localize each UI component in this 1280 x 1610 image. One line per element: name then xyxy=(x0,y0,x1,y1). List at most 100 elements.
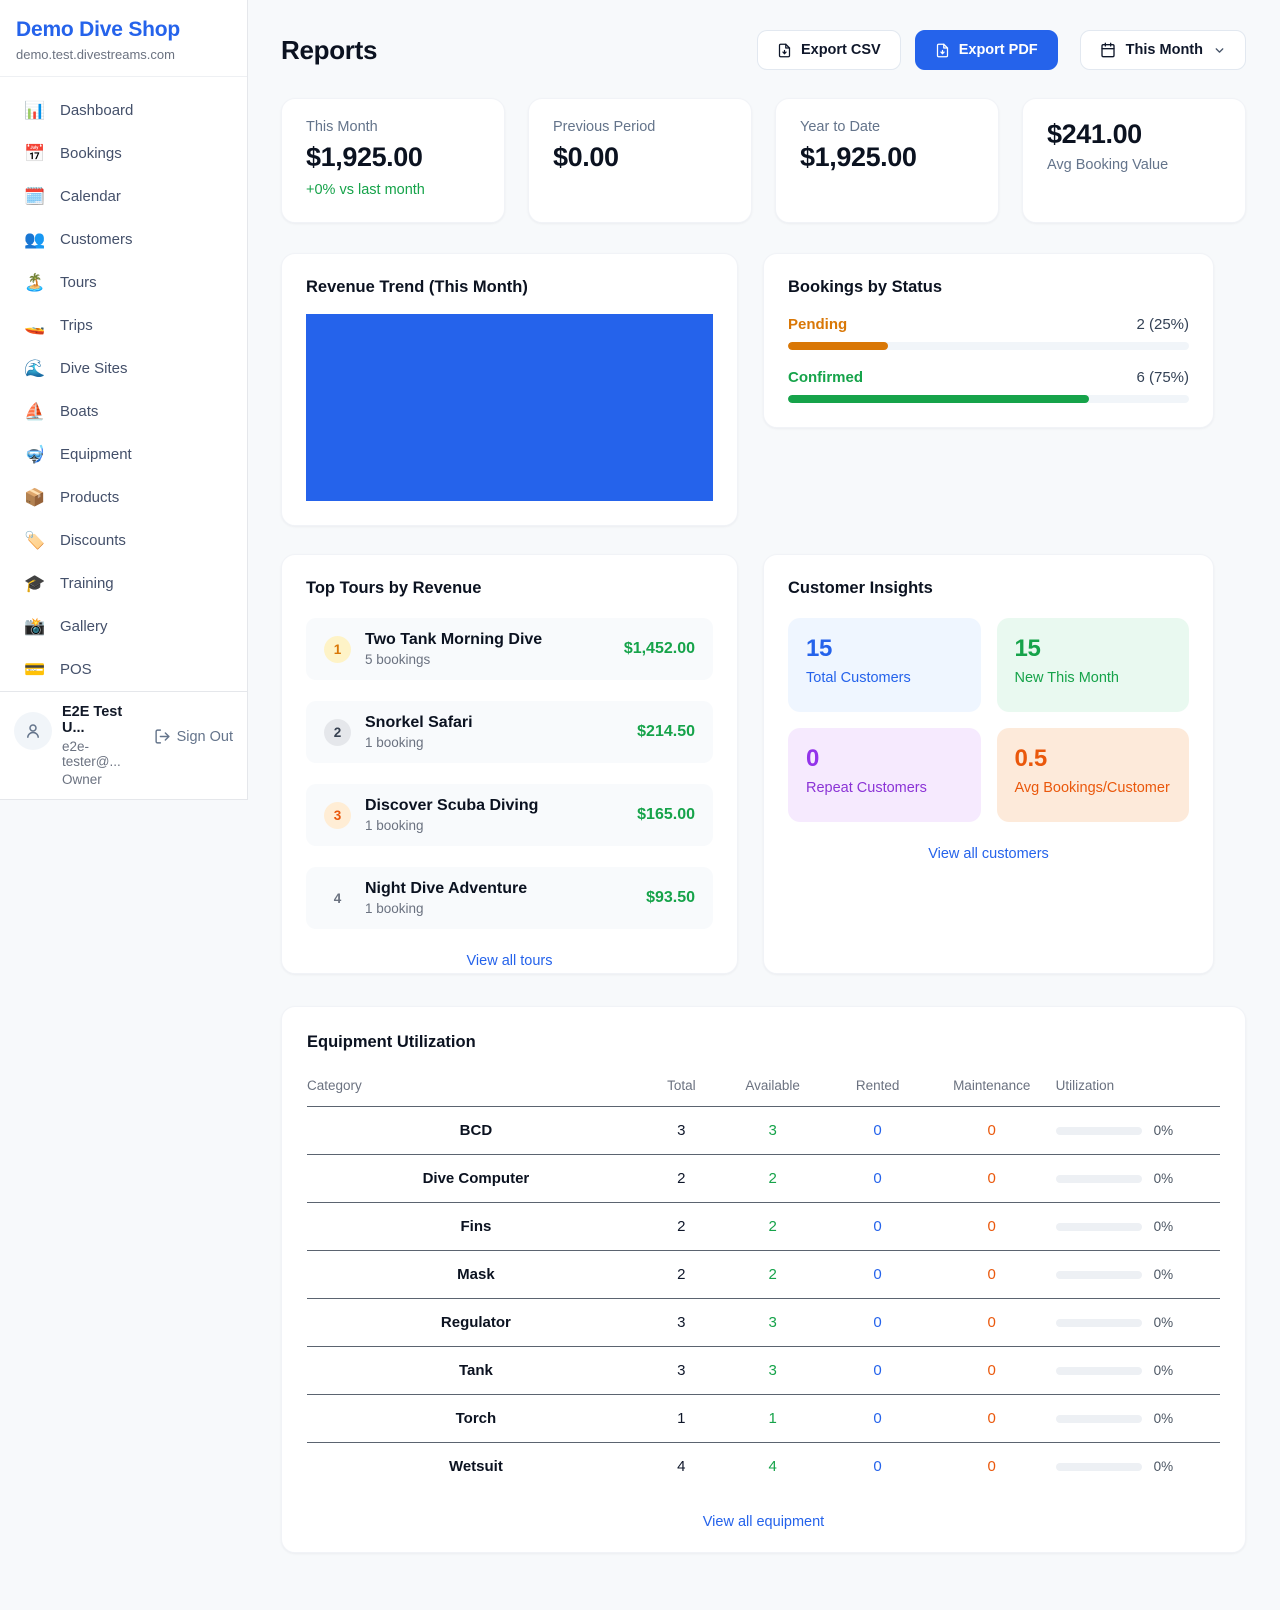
export-csv-button[interactable]: Export CSV xyxy=(756,30,901,70)
cell-category: Dive Computer xyxy=(307,1154,645,1203)
sidebar-item-boats[interactable]: ⛵ Boats xyxy=(10,390,237,433)
calendar-icon: 🗓️ xyxy=(24,186,46,206)
stat-card-this-month: This Month $1,925.00 +0% vs last month xyxy=(281,98,505,223)
stat-label: Year to Date xyxy=(800,119,881,135)
cell-available: 2 xyxy=(717,1154,828,1203)
tour-name: Two Tank Morning Dive xyxy=(365,631,543,648)
cell-available: 4 xyxy=(768,1458,777,1475)
col-header-available: Available xyxy=(717,1072,828,1107)
progress-fill-pending xyxy=(788,342,889,350)
cell-category: BCD xyxy=(307,1106,645,1155)
tour-row[interactable]: 1 Two Tank Morning Dive 5 bookings $1,45… xyxy=(306,618,713,680)
shop-name: Demo Dive Shop xyxy=(16,18,181,41)
table-row: Tank 3 3 0 0 0% xyxy=(307,1346,1220,1395)
page-header: Reports Export CSV Export PDF xyxy=(281,30,1246,70)
progress-fill-confirmed xyxy=(788,395,1089,403)
file-down-icon xyxy=(777,43,792,58)
table-row: Regulator 3 3 0 0 0% xyxy=(307,1298,1220,1347)
shop-domain: demo.test.divestreams.com xyxy=(16,47,175,62)
col-header-utilization: Utilization xyxy=(1055,1072,1220,1107)
view-all-tours-link[interactable]: View all tours xyxy=(466,953,553,969)
island-icon: 🏝️ xyxy=(24,272,46,292)
user-role: Owner xyxy=(62,772,102,787)
insight-total-customers: 15 Total Customers xyxy=(788,618,981,712)
sidebar-item-label: Discounts xyxy=(60,532,126,549)
view-all-customers-link[interactable]: View all customers xyxy=(928,846,1049,862)
sidebar-item-tours[interactable]: 🏝️ Tours xyxy=(10,261,237,304)
sidebar-item-customers[interactable]: 👥 Customers xyxy=(10,218,237,261)
revenue-trend-panel: Revenue Trend (This Month) xyxy=(281,253,738,526)
cell-maintenance: 0 xyxy=(927,1106,1056,1155)
cell-category: Tank xyxy=(307,1346,645,1395)
sidebar-item-label: Dive Sites xyxy=(60,360,128,377)
tour-row[interactable]: 4 Night Dive Adventure 1 booking $93.50 xyxy=(306,867,713,929)
top-tours-panel: Top Tours by Revenue 1 Two Tank Morning … xyxy=(281,554,738,974)
cell-total: 3 xyxy=(644,1106,718,1155)
cell-rented: 0 xyxy=(873,1458,882,1475)
stat-value: $1,925.00 xyxy=(800,142,917,172)
cell-rented: 0 xyxy=(827,1394,928,1443)
cell-utilization: 0% xyxy=(1055,1250,1220,1299)
rank-badge: 3 xyxy=(324,801,351,829)
file-down-icon xyxy=(935,43,950,58)
calendar-icon xyxy=(1100,42,1116,58)
view-all-equipment-link[interactable]: View all equipment xyxy=(702,1514,825,1530)
col-header-maintenance: Maintenance xyxy=(927,1072,1056,1107)
status-label: Pending xyxy=(788,316,848,333)
sidebar-item-dashboard[interactable]: 📊 Dashboard xyxy=(10,89,237,132)
export-pdf-button[interactable]: Export PDF xyxy=(914,30,1058,70)
sidebar-item-dive-sites[interactable]: 🌊 Dive Sites xyxy=(10,347,237,390)
cell-rented: 0 xyxy=(827,1298,928,1347)
sign-out-label: Sign Out xyxy=(176,728,233,745)
cell-available: 2 xyxy=(717,1250,828,1299)
sidebar-item-pos[interactable]: 💳 POS xyxy=(10,648,237,691)
table-row: Dive Computer 2 2 0 0 0% xyxy=(307,1154,1220,1203)
tour-row[interactable]: 3 Discover Scuba Diving 1 booking $165.0… xyxy=(306,784,713,846)
stat-cards-row: This Month $1,925.00 +0% vs last month P… xyxy=(281,98,1246,223)
sidebar-item-equipment[interactable]: 🤿 Equipment xyxy=(10,433,237,476)
sidebar-header: Demo Dive Shop demo.test.divestreams.com xyxy=(0,0,247,77)
cell-available: 2 xyxy=(717,1202,828,1251)
cell-utilization: 0% xyxy=(1055,1443,1220,1491)
sidebar-item-discounts[interactable]: 🏷️ Discounts xyxy=(10,519,237,562)
cell-maintenance: 0 xyxy=(927,1202,1056,1251)
customer-insights-panel: Customer Insights 15 Total Customers 15 … xyxy=(763,554,1214,974)
user-email: e2e-tester@... xyxy=(62,739,121,769)
cell-maintenance: 0 xyxy=(927,1394,1056,1443)
sign-out-button[interactable]: Sign Out xyxy=(154,728,233,745)
customer-insights-title: Customer Insights xyxy=(788,579,933,597)
dashboard-icon: 📊 xyxy=(24,100,46,120)
cell-total: 3 xyxy=(644,1346,718,1395)
cell-available: 3 xyxy=(717,1298,828,1347)
tour-row[interactable]: 2 Snorkel Safari 1 booking $214.50 xyxy=(306,701,713,763)
sidebar-item-calendar[interactable]: 🗓️ Calendar xyxy=(10,175,237,218)
table-row: Mask 2 2 0 0 0% xyxy=(307,1250,1220,1299)
tour-bookings: 1 booking xyxy=(365,735,424,750)
revenue-trend-chart xyxy=(306,314,713,501)
sidebar-item-training[interactable]: 🎓 Training xyxy=(10,562,237,605)
rank-badge: 4 xyxy=(333,890,342,906)
tour-revenue: $93.50 xyxy=(646,889,695,906)
utilization-percent: 0% xyxy=(1153,1363,1174,1378)
tour-revenue: $165.00 xyxy=(637,806,695,823)
rank-badge: 1 xyxy=(324,635,351,663)
status-count: 6 (75%) xyxy=(1136,369,1189,386)
sidebar-item-bookings[interactable]: 📅 Bookings xyxy=(10,132,237,175)
sidebar-item-trips[interactable]: 🚤 Trips xyxy=(10,304,237,347)
cell-rented: 0 xyxy=(827,1250,928,1299)
export-csv-label: Export CSV xyxy=(800,42,881,58)
sidebar-item-label: Products xyxy=(60,489,120,506)
col-header-total: Total xyxy=(644,1072,718,1107)
insight-grid: 15 Total Customers 15 New This Month 0 R… xyxy=(788,618,1189,822)
sidebar-item-label: Trips xyxy=(60,317,93,334)
utilization-bar-track xyxy=(1055,1366,1142,1375)
stat-label: This Month xyxy=(306,119,378,135)
sidebar-item-products[interactable]: 📦 Products xyxy=(10,476,237,519)
insight-value: 0.5 xyxy=(1014,745,1048,772)
sidebar-item-gallery[interactable]: 📸 Gallery xyxy=(10,605,237,648)
revenue-trend-title: Revenue Trend (This Month) xyxy=(306,278,528,296)
period-select[interactable]: This Month xyxy=(1079,30,1246,70)
table-row: Wetsuit 4 4 0 0 0% xyxy=(307,1443,1220,1491)
tour-name: Night Dive Adventure xyxy=(365,880,528,897)
table-header-row: Category Total Available Rented Maintena… xyxy=(307,1072,1220,1107)
